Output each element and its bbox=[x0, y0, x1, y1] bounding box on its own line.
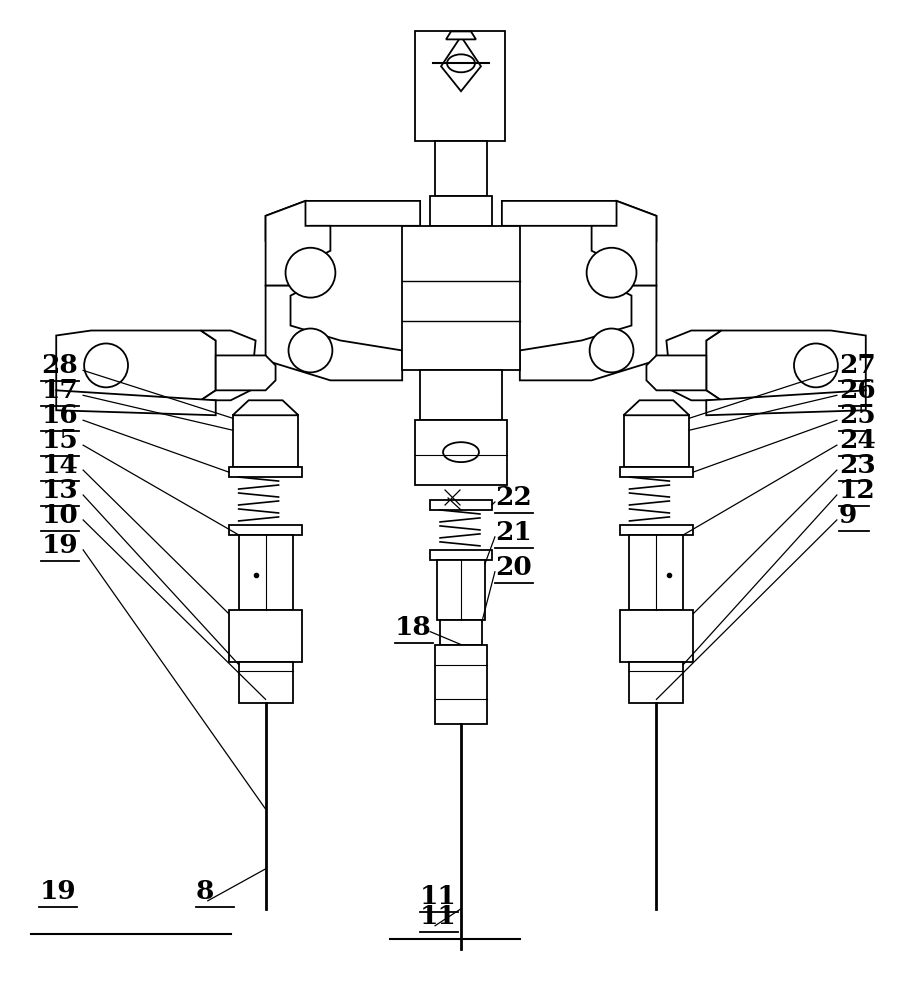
Text: 11: 11 bbox=[420, 884, 457, 909]
Polygon shape bbox=[441, 36, 481, 91]
Ellipse shape bbox=[447, 54, 475, 72]
Text: 18: 18 bbox=[396, 615, 431, 640]
Text: 28: 28 bbox=[41, 353, 78, 378]
Text: 23: 23 bbox=[839, 453, 876, 478]
Polygon shape bbox=[520, 286, 656, 380]
Circle shape bbox=[289, 329, 333, 372]
Polygon shape bbox=[706, 390, 866, 415]
Bar bbox=[229, 525, 302, 535]
Text: 19: 19 bbox=[40, 879, 76, 904]
Circle shape bbox=[586, 248, 636, 298]
Text: 19: 19 bbox=[41, 533, 77, 558]
Text: 10: 10 bbox=[41, 503, 78, 528]
Bar bbox=[239, 535, 292, 610]
Polygon shape bbox=[623, 400, 690, 415]
Circle shape bbox=[794, 343, 838, 387]
Bar bbox=[229, 610, 302, 662]
Bar bbox=[620, 525, 693, 535]
Text: 11: 11 bbox=[420, 904, 457, 929]
Polygon shape bbox=[502, 201, 656, 241]
Text: 27: 27 bbox=[839, 353, 876, 378]
Bar bbox=[232, 415, 299, 467]
Polygon shape bbox=[232, 400, 299, 415]
Polygon shape bbox=[266, 201, 330, 286]
Bar bbox=[435, 645, 487, 724]
Circle shape bbox=[286, 248, 336, 298]
Text: 26: 26 bbox=[839, 378, 876, 403]
Polygon shape bbox=[646, 355, 706, 390]
Polygon shape bbox=[266, 201, 420, 241]
Polygon shape bbox=[706, 331, 866, 400]
Text: 9: 9 bbox=[839, 503, 857, 528]
Bar bbox=[440, 620, 482, 645]
Polygon shape bbox=[446, 31, 476, 39]
Ellipse shape bbox=[443, 442, 479, 462]
Polygon shape bbox=[56, 331, 216, 400]
Polygon shape bbox=[592, 201, 656, 286]
Circle shape bbox=[589, 329, 633, 372]
Bar bbox=[435, 141, 487, 196]
Bar bbox=[430, 196, 492, 226]
Text: 12: 12 bbox=[839, 478, 876, 503]
Text: 21: 21 bbox=[495, 520, 532, 545]
Text: 17: 17 bbox=[41, 378, 78, 403]
Bar bbox=[430, 550, 492, 560]
Bar bbox=[430, 500, 492, 510]
Polygon shape bbox=[56, 390, 216, 415]
Text: 15: 15 bbox=[41, 428, 78, 453]
Polygon shape bbox=[201, 331, 255, 400]
Bar bbox=[229, 467, 302, 477]
Bar bbox=[239, 662, 292, 703]
Bar bbox=[415, 31, 505, 141]
Text: 16: 16 bbox=[41, 403, 77, 428]
Text: 22: 22 bbox=[495, 485, 532, 510]
Text: 8: 8 bbox=[195, 879, 214, 904]
Bar bbox=[420, 370, 502, 420]
Bar bbox=[630, 662, 683, 703]
Polygon shape bbox=[667, 331, 721, 400]
Bar bbox=[630, 535, 683, 610]
Text: 14: 14 bbox=[41, 453, 78, 478]
Bar bbox=[437, 560, 485, 620]
Text: 24: 24 bbox=[839, 428, 876, 453]
Bar bbox=[402, 226, 520, 370]
Text: 13: 13 bbox=[41, 478, 78, 503]
Polygon shape bbox=[266, 286, 402, 380]
Bar bbox=[620, 610, 693, 662]
Bar bbox=[623, 415, 690, 467]
Text: 25: 25 bbox=[839, 403, 876, 428]
Bar bbox=[620, 467, 693, 477]
Bar bbox=[415, 420, 507, 485]
Circle shape bbox=[84, 343, 128, 387]
Text: 20: 20 bbox=[495, 555, 532, 580]
Polygon shape bbox=[216, 355, 276, 390]
